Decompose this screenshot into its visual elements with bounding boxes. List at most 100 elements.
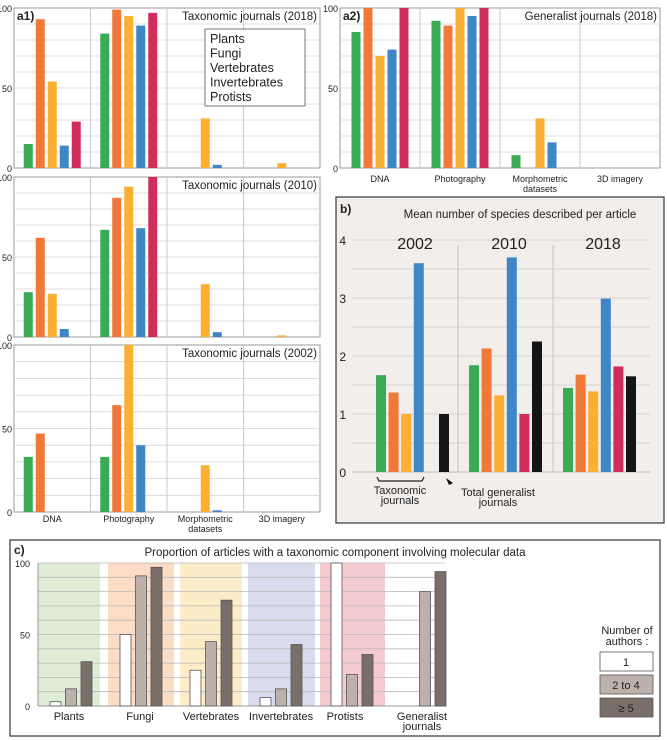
bar-vertebrates-2018 <box>588 391 599 472</box>
bar-vertebrates-photography <box>124 345 134 512</box>
group-year-label: 2018 <box>585 236 621 253</box>
bar-plants-photography <box>100 456 110 512</box>
annotation-taxonomic-2: journals <box>380 495 420 507</box>
y-tick-label: 50 <box>2 84 12 94</box>
y-tick-label: 0 <box>7 508 12 518</box>
bar-fungi-2002 <box>388 392 399 472</box>
bar-total-generalist-2018 <box>626 376 636 472</box>
bar-vertebrates-morphometric-datasets <box>535 118 545 168</box>
panel-label: a2) <box>343 9 360 23</box>
bar-vertebrates-2010 <box>494 395 505 472</box>
y-tick-label: 0 <box>333 164 338 174</box>
annotation-generalist: Total generalist <box>461 487 535 499</box>
bar-protists-2010 <box>519 414 530 472</box>
legend-item-fungi: Fungi <box>210 47 241 61</box>
y-tick-label: 4 <box>339 234 346 248</box>
x-tick-label: 3D imagery <box>259 514 306 524</box>
bar-vertebrates-2002 <box>401 414 412 472</box>
y-tick-label: 3 <box>339 292 346 306</box>
panel-title: Mean number of species described per art… <box>404 209 637 221</box>
panel-label: b) <box>340 202 351 216</box>
bar-plants-photography <box>100 33 110 168</box>
y-tick-label: 100 <box>15 559 30 569</box>
y-tick-label: 0 <box>7 333 12 343</box>
legend-swatch <box>599 697 654 718</box>
panel-title: Generalist journals (2018) <box>525 11 657 23</box>
bar-vertebrates-morphometric-datasets <box>200 118 210 168</box>
bar-vertebrates-3d-imagery <box>277 163 287 168</box>
bar-authors-2-fungi <box>150 566 163 707</box>
legend-swatch <box>599 674 654 695</box>
legend-item-invertebrates: Invertebrates <box>210 76 283 90</box>
bar-vertebrates-morphometric-datasets <box>200 465 210 512</box>
bar-authors-2-vertebrates <box>220 599 233 707</box>
bar-vertebrates-dna <box>47 81 57 168</box>
y-tick-label: 50 <box>328 84 338 94</box>
group-year-label: 2010 <box>491 236 527 253</box>
bar-authors-2-plants <box>80 661 93 707</box>
x-tick-label: DNA <box>43 514 62 524</box>
bar-plants-dna <box>351 32 361 168</box>
y-tick-label: 2 <box>339 350 346 364</box>
bar-authors-2-invertebrates <box>290 644 303 707</box>
panel-title: Taxonomic journals (2018) <box>182 11 317 23</box>
bar-protists-photography <box>148 177 158 337</box>
bar-authors-1-invertebrates <box>275 688 287 707</box>
bar-protists-2018 <box>613 366 624 472</box>
bar-plants-2018 <box>563 387 573 472</box>
bar-authors-0-protists <box>330 562 343 707</box>
bar-fungi-dna <box>35 433 45 512</box>
x-tick-label: Protists <box>327 711 364 723</box>
annotation-generalist-2: journals <box>478 497 518 509</box>
legend-swatch <box>599 651 654 672</box>
y-tick-label: 100 <box>0 173 12 183</box>
bar-protists-photography <box>479 8 489 168</box>
x-tick-label: Morphometric <box>512 174 568 184</box>
bar-vertebrates-photography <box>124 186 134 337</box>
bar-invertebrates-morphometric-datasets <box>212 164 222 168</box>
bar-plants-2002 <box>376 375 386 472</box>
bar-plants-dna <box>23 456 33 512</box>
panel-title: Taxonomic journals (2002) <box>182 348 317 360</box>
legend-item: 2 to 4 <box>612 680 640 692</box>
legend-title: Number of <box>601 625 653 637</box>
legend-box <box>204 28 306 107</box>
panel-title: Taxonomic journals (2010) <box>182 180 317 192</box>
bar-authors-1-protists <box>346 674 358 707</box>
x-tick-label: Generalist <box>397 711 447 723</box>
legend-item-vertebrates: Vertebrates <box>210 61 274 75</box>
bar-authors-1-plants <box>65 688 77 707</box>
legend <box>204 28 306 107</box>
bar-authors-2-generalist-journals <box>434 571 447 707</box>
bar-fungi-photography <box>443 25 453 168</box>
bar-fungi-2018 <box>575 374 586 472</box>
group-year-label: 2002 <box>397 236 433 253</box>
legend-title-2: authors : <box>606 636 649 648</box>
panel-label: a1) <box>17 9 34 23</box>
bar-invertebrates-dna <box>387 49 397 168</box>
x-tick-label: Vertebrates <box>183 711 240 723</box>
bar-fungi-dna <box>35 19 45 169</box>
bar-fungi-dna <box>35 237 45 337</box>
x-tick-label: 3D imagery <box>597 174 644 184</box>
legend-item-plants: Plants <box>210 32 245 46</box>
x-tick-label: Photography <box>103 514 155 524</box>
bar-plants-morphometric-datasets <box>511 155 521 168</box>
bar-authors-0-fungi <box>119 634 132 707</box>
panel-title: Proportion of articles with a taxonomic … <box>145 547 527 559</box>
bar-invertebrates-photography <box>136 445 146 512</box>
x-tick-label: journals <box>402 721 442 733</box>
y-tick-label: 1 <box>339 408 346 422</box>
x-tick-label: datasets <box>188 524 223 534</box>
bar-vertebrates-photography <box>124 16 134 168</box>
bar-invertebrates-2002 <box>413 263 424 472</box>
bar-plants-photography <box>100 229 110 337</box>
bar-invertebrates-2018 <box>600 298 611 472</box>
x-tick-label: DNA <box>370 174 389 184</box>
bar-protists-dna <box>71 121 81 168</box>
y-tick-label: 0 <box>25 702 30 712</box>
x-tick-label: Morphometric <box>178 514 234 524</box>
bar-invertebrates-dna <box>59 145 69 168</box>
bar-fungi-dna <box>363 8 373 168</box>
